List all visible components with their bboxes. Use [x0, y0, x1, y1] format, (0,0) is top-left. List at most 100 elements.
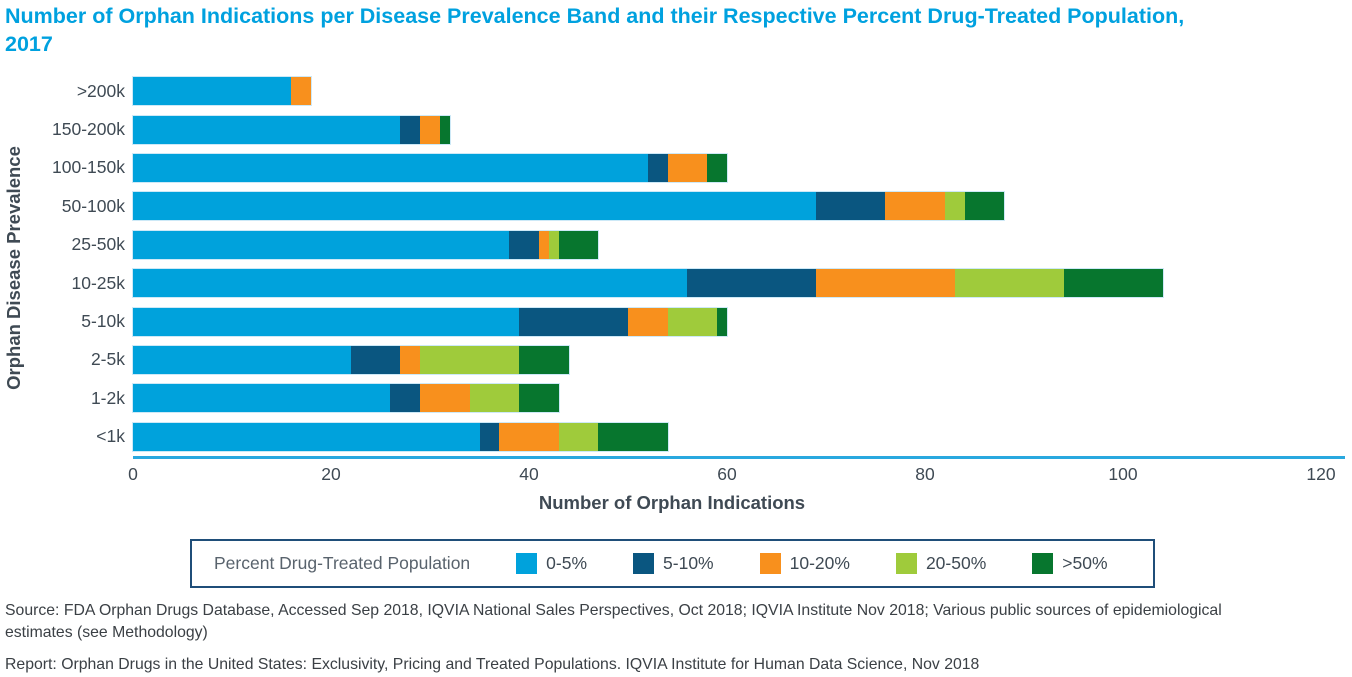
bar-segment-5-10%: [647, 153, 668, 182]
y-tick-label: >200k: [76, 80, 125, 101]
bar-segment-0-5%: [133, 153, 648, 182]
bar-segment-0-5%: [133, 269, 688, 298]
bar-segment->50%: [519, 345, 569, 374]
y-tick-label: 100-150k: [52, 157, 125, 178]
bar-segment-10-20%: [420, 384, 470, 413]
y-tick-label: 25-50k: [71, 234, 125, 255]
legend-item: 0-5%: [516, 553, 587, 574]
bar-row: 10-25k: [0, 264, 1352, 302]
stacked-bar: [132, 268, 1164, 299]
bar-segment-0-5%: [133, 422, 480, 451]
legend-label: 10-20%: [789, 553, 850, 573]
y-tick-label: 50-100k: [61, 195, 125, 216]
legend-title: Percent Drug-Treated Population: [214, 553, 471, 573]
bar-segment-20-50%: [558, 422, 599, 451]
bar-row: <1k: [0, 418, 1352, 456]
stacked-bar: [132, 114, 451, 145]
source-note: Source: FDA Orphan Drugs Database, Acces…: [5, 602, 1222, 642]
legend-swatch-icon: [1032, 553, 1054, 574]
bar-segment-10-20%: [885, 192, 945, 221]
legend-label: 0-5%: [546, 553, 588, 573]
bar-segment-5-10%: [509, 230, 539, 259]
bar-segment-5-10%: [390, 384, 421, 413]
plot-area: >200k 150-200k 100-150k 50-100k 25-50k 10-25k…: [0, 72, 1352, 456]
bar-segment-10-20%: [538, 230, 549, 259]
bar-row: 150-200k: [0, 110, 1352, 148]
x-axis-title: Number of Orphan Indications: [538, 492, 806, 513]
bar-segment->50%: [717, 307, 727, 336]
legend-swatch-icon: [895, 553, 917, 574]
bar-segment-5-10%: [350, 345, 401, 374]
stacked-bar: [131, 191, 1006, 222]
x-tick-label: 0: [128, 464, 138, 484]
bar-segment-10-20%: [291, 77, 312, 106]
bar-row: 100-150k: [0, 149, 1352, 187]
bar-segment-20-50%: [667, 307, 718, 336]
bar-row: 25-50k: [0, 226, 1352, 264]
x-tick-label: 100: [1108, 464, 1138, 484]
bar-segment->50%: [519, 384, 559, 413]
bar-segment-0-5%: [133, 77, 292, 106]
stacked-bar: [132, 152, 728, 183]
stacked-bar: [131, 76, 313, 107]
y-tick-label: 5-10k: [81, 311, 125, 332]
y-tick-label: 10-25k: [71, 272, 125, 293]
bar-segment-5-10%: [687, 269, 817, 298]
legend-swatch-icon: [759, 553, 781, 574]
x-tick-label: 60: [717, 464, 737, 484]
bar-segment-0-5%: [133, 230, 510, 259]
legend-item: 10-20%: [759, 553, 850, 574]
stacked-bar: [132, 421, 669, 452]
y-tick-label: 2-5k: [90, 349, 125, 370]
stacked-bar: [131, 229, 600, 260]
bar-segment-0-5%: [133, 192, 817, 221]
legend-label: >50%: [1062, 553, 1108, 573]
x-tick-label: 120: [1306, 464, 1336, 484]
legend: Percent Drug-Treated Population 0-5% 5-10…: [190, 539, 1155, 588]
legend-swatch-icon: [516, 553, 538, 574]
legend-item: >50%: [1032, 553, 1108, 574]
stacked-bar: [132, 306, 728, 337]
x-tick-label: 40: [519, 464, 539, 484]
bar-segment-5-10%: [519, 307, 628, 336]
chart-title: Number of Orphan Indications per Disease…: [5, 4, 1185, 56]
footer: Source: FDA Orphan Drugs Database, Acces…: [5, 600, 1263, 676]
y-tick-label: 150-200k: [52, 119, 125, 140]
bar-segment-0-5%: [133, 115, 401, 144]
report-note: Report: Orphan Drugs in the United State…: [5, 655, 980, 673]
x-tick-label: 20: [321, 464, 341, 484]
bar-segment-0-5%: [133, 384, 391, 413]
bar-segment-10-20%: [627, 307, 668, 336]
y-tick-label: <1k: [96, 426, 125, 447]
stacked-bar: [132, 383, 560, 414]
bar-segment-5-10%: [816, 192, 886, 221]
legend-swatch-icon: [633, 553, 655, 574]
bar-segment-20-50%: [420, 345, 520, 374]
x-axis-line: [133, 456, 1345, 459]
bar-segment-10-20%: [816, 269, 955, 298]
bar-segment-20-50%: [944, 192, 965, 221]
legend-item: 5-10%: [633, 553, 714, 574]
bar-segment-0-5%: [133, 345, 351, 374]
bar-segment-20-50%: [954, 269, 1064, 298]
bar-segment->50%: [1063, 269, 1163, 298]
bar-segment-5-10%: [479, 422, 500, 451]
bar-segment-10-20%: [420, 115, 440, 144]
bar-row: 50-100k: [0, 187, 1352, 225]
bar-row: 5-10k: [0, 302, 1352, 340]
x-tick-label: 80: [915, 464, 935, 484]
bar-segment->50%: [558, 230, 599, 259]
bar-row: >200k: [0, 72, 1352, 110]
bar-segment-10-20%: [400, 345, 421, 374]
bar-segment-20-50%: [548, 230, 559, 259]
bar-segment->50%: [964, 192, 1005, 221]
bar-segment->50%: [439, 115, 450, 144]
y-tick-label: 1-2k: [90, 387, 125, 408]
legend-item: 20-50%: [895, 553, 987, 574]
bar-row: 2-5k: [0, 341, 1352, 379]
bar-row: 1-2k: [0, 379, 1352, 417]
legend-label: 20-50%: [925, 553, 987, 573]
bar-segment-10-20%: [667, 153, 708, 182]
bar-segment->50%: [707, 153, 727, 182]
bar-segment-0-5%: [133, 307, 520, 336]
